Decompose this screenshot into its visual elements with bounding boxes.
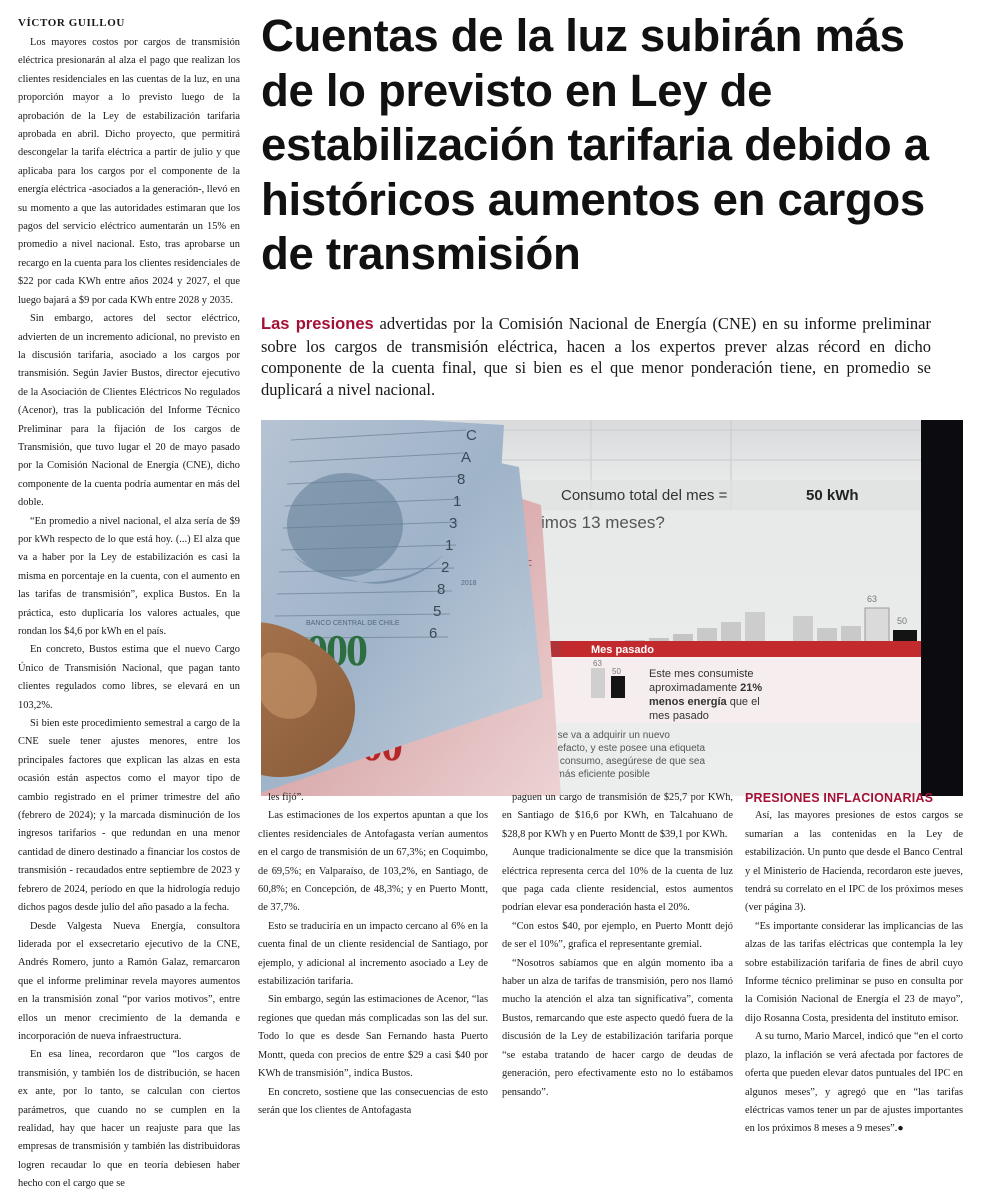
svg-text:1: 1 [445,537,453,554]
svg-text:6: 6 [429,625,437,642]
svg-text:de consumo, asegúrese de que s: de consumo, asegúrese de que sea [546,756,705,767]
svg-text:50: 50 [897,616,907,626]
svg-text:aproximadamente 21%: aproximadamente 21% [649,682,762,694]
svg-text:2018: 2018 [461,580,477,587]
svg-text:1: 1 [453,493,461,510]
svg-text:63: 63 [867,594,877,604]
svg-text:lo más eficiente posible: lo más eficiente posible [546,769,650,780]
svg-text:3: 3 [449,515,457,532]
svg-text:mes pasado: mes pasado [649,710,709,722]
svg-text:A: A [461,449,471,466]
svg-text:50: 50 [612,667,621,676]
svg-text:C: C [466,427,477,444]
svg-text:5: 5 [433,603,441,620]
svg-text:50 kWh: 50 kWh [806,487,859,504]
svg-text:8: 8 [437,581,445,598]
svg-text:artefacto, y este posee una et: artefacto, y este posee una etiqueta [546,743,705,754]
svg-text:Si se va a adquirir un nuevo: Si se va a adquirir un nuevo [546,730,670,741]
svg-text:menos energía que el: menos energía que el [649,696,760,708]
svg-text:2: 2 [441,559,449,576]
svg-text:Consumo total del mes =: Consumo total del mes = [561,487,728,504]
svg-text:63: 63 [593,659,602,668]
svg-text:Mes pasado: Mes pasado [591,644,654,656]
svg-text:Este mes consumiste: Este mes consumiste [649,668,754,680]
svg-text:8: 8 [457,471,465,488]
